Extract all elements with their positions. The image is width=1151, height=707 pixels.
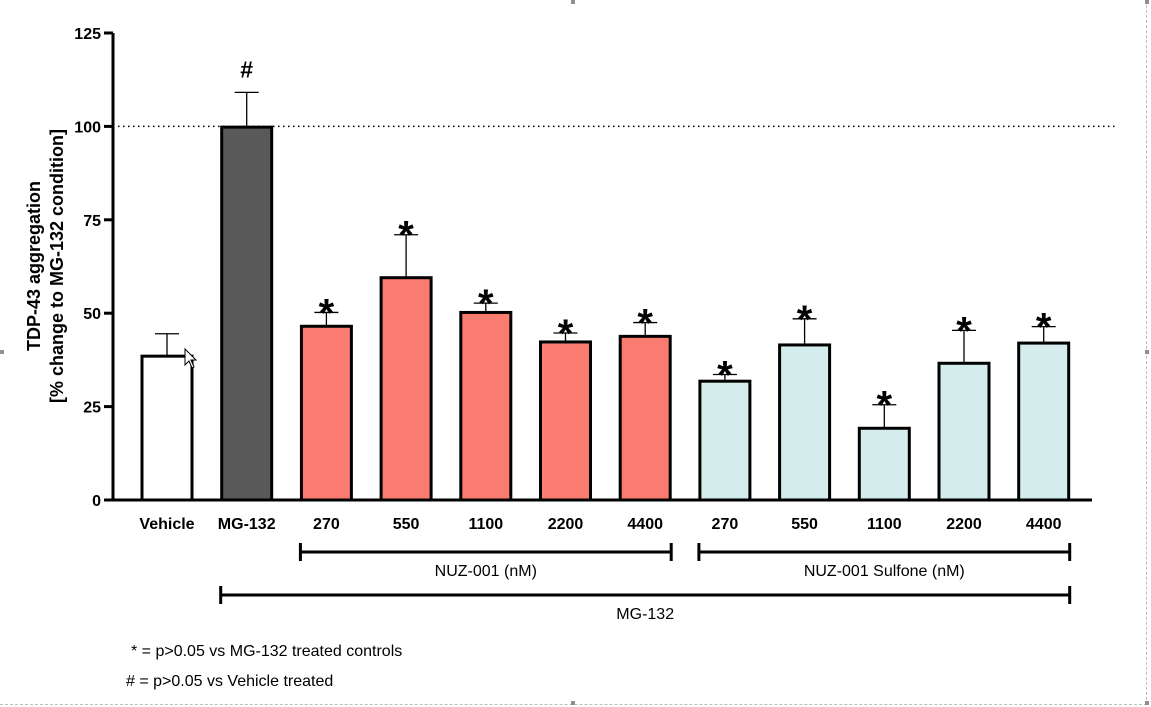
x-tick-label: 550 bbox=[393, 516, 420, 533]
group-label: NUZ-001 Sulfone (nM) bbox=[804, 563, 965, 580]
x-tick-label: 1100 bbox=[468, 516, 503, 533]
y-tick-label: 125 bbox=[74, 26, 101, 43]
x-tick-label: 550 bbox=[791, 516, 818, 533]
resize-handle-right[interactable] bbox=[1145, 350, 1149, 354]
x-tick-label: 2200 bbox=[946, 516, 982, 533]
x-tick-label: 270 bbox=[712, 516, 739, 533]
significance-hash: # bbox=[240, 56, 253, 82]
group-label: MG-132 bbox=[616, 606, 674, 623]
significance-star: * bbox=[877, 384, 893, 428]
resize-handle-bottom[interactable] bbox=[571, 701, 575, 705]
x-tick-label: 4400 bbox=[627, 516, 663, 533]
significance-star: * bbox=[717, 353, 733, 397]
x-tick-label: Vehicle bbox=[139, 516, 194, 533]
y-tick-label: 50 bbox=[83, 306, 101, 323]
x-tick-label: 1100 bbox=[867, 516, 902, 533]
bar bbox=[937, 361, 991, 502]
resize-handle-top-right[interactable] bbox=[1145, 0, 1149, 4]
resize-handle-left[interactable] bbox=[0, 350, 4, 354]
x-tick-label: 2200 bbox=[548, 516, 584, 533]
x-tick-label: 4400 bbox=[1026, 516, 1062, 533]
footnote-star: * = p>0.05 vs MG-132 treated controls bbox=[131, 643, 403, 660]
bar bbox=[459, 310, 513, 502]
bar bbox=[379, 276, 433, 502]
significance-star: * bbox=[1036, 306, 1052, 350]
mouse-cursor-icon bbox=[184, 348, 198, 369]
significance-star: * bbox=[637, 302, 653, 346]
resize-handle-bottom-right[interactable] bbox=[1145, 701, 1149, 705]
footnote-hash: # = p>0.05 vs Vehicle treated bbox=[126, 673, 334, 690]
x-tick-label: 270 bbox=[313, 516, 340, 533]
x-tick-label: MG-132 bbox=[218, 516, 276, 533]
significance-star: * bbox=[478, 282, 494, 326]
bar bbox=[220, 125, 274, 502]
significance-star: * bbox=[797, 298, 813, 342]
significance-star: * bbox=[558, 312, 574, 356]
y-tick-label: 100 bbox=[74, 119, 101, 136]
bar bbox=[857, 426, 911, 502]
bar bbox=[698, 379, 752, 502]
y-axis-title: TDP-43 aggregation bbox=[24, 181, 44, 351]
bar bbox=[299, 324, 353, 502]
y-tick-label: 25 bbox=[83, 400, 101, 417]
bar bbox=[618, 334, 672, 502]
y-tick-label: 75 bbox=[83, 213, 101, 230]
y-tick-label: 0 bbox=[92, 493, 101, 510]
significance-star: * bbox=[319, 291, 335, 335]
bar bbox=[539, 340, 592, 502]
group-label: NUZ-001 (nM) bbox=[435, 563, 537, 580]
bar bbox=[1017, 341, 1071, 502]
significance-star: * bbox=[956, 309, 972, 353]
y-axis-subtitle: [% change to MG-132 condition] bbox=[47, 129, 67, 403]
significance-star: * bbox=[398, 214, 414, 258]
bar bbox=[140, 354, 194, 502]
resize-handle-top[interactable] bbox=[571, 0, 575, 4]
bar bbox=[778, 343, 832, 502]
